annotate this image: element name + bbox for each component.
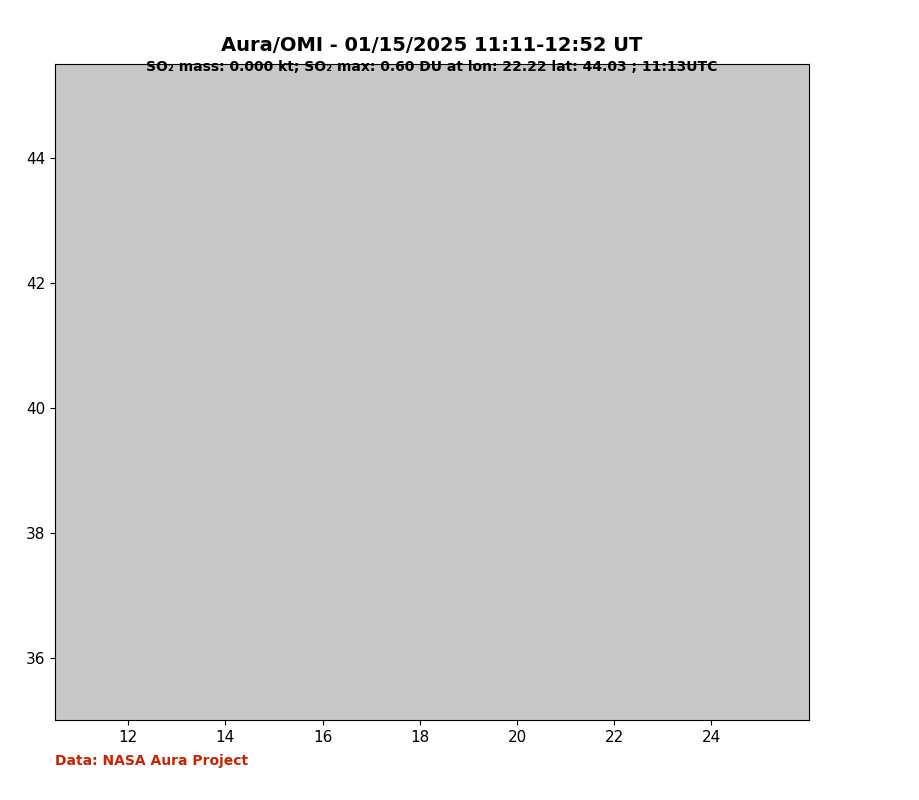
Text: SO₂ mass: 0.000 kt; SO₂ max: 0.60 DU at lon: 22.22 lat: 44.03 ; 11:13UTC: SO₂ mass: 0.000 kt; SO₂ max: 0.60 DU at … <box>146 60 718 74</box>
Text: Data: NASA Aura Project: Data: NASA Aura Project <box>55 754 248 768</box>
Text: Aura/OMI - 01/15/2025 11:11-12:52 UT: Aura/OMI - 01/15/2025 11:11-12:52 UT <box>221 36 642 55</box>
